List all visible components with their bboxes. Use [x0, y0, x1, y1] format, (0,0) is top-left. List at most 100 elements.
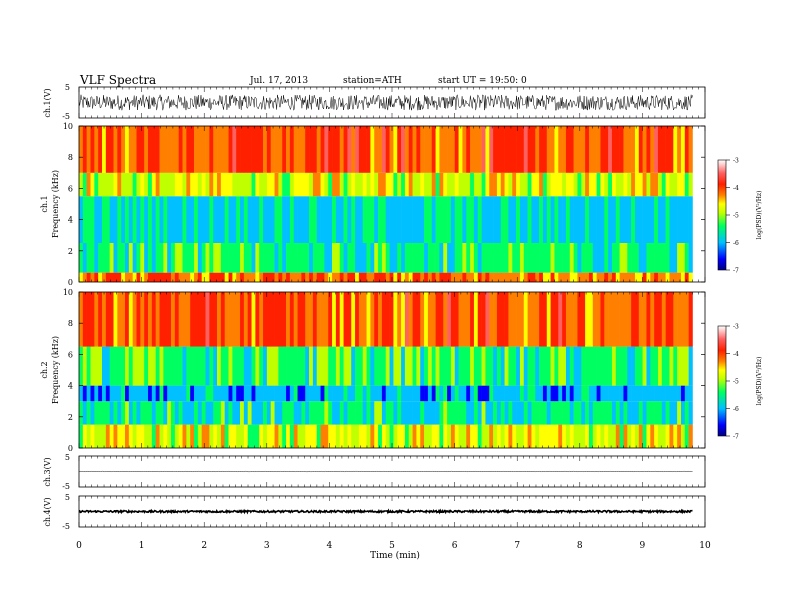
ch2-spectrogram-cell	[90, 385, 95, 402]
ch1-spectrogram-cell	[297, 172, 302, 197]
ch1-spectrogram-cell	[174, 172, 179, 197]
ch1-spectrogram-cell	[473, 126, 479, 173]
ch2-spectrogram-cell	[289, 401, 295, 425]
ch2-spectrogram-cell	[615, 401, 620, 425]
ch2-spectrogram-cell	[462, 424, 467, 448]
ch1-spectrogram-cell	[182, 126, 187, 173]
ch2-spectrogram-cell	[289, 424, 295, 448]
ch1-spectrogram-cell	[171, 243, 176, 273]
ch2-spectrogram-cell	[458, 292, 463, 347]
time-tick-label: 4	[327, 541, 333, 551]
ch1-spectrogram-cell	[186, 172, 191, 197]
ch2-spectrogram-cell	[677, 385, 682, 402]
ch2-spectrogram-cell	[642, 292, 647, 347]
ch2-spectrogram-cell	[569, 424, 574, 448]
ch2-spectrogram-cell	[86, 385, 91, 402]
ch1-spectrogram-cell	[102, 272, 107, 282]
ch1-spectrogram-cell	[558, 196, 563, 243]
ch2-spectrogram-cell	[132, 346, 137, 386]
ch2-spectrogram-cell	[450, 292, 456, 347]
ch1-spectrogram-cell	[680, 196, 686, 243]
ch1-spectrogram-cell	[343, 126, 348, 173]
ch1-spectrogram-cell	[98, 272, 103, 282]
ch1-spectrogram-cell	[339, 243, 344, 273]
ch1-spectrogram-cell	[144, 126, 149, 173]
ch1-spectrogram-cell	[351, 172, 356, 197]
colorbar-tick-label: -5	[733, 213, 739, 220]
ch1-spectrogram-cell	[592, 126, 597, 173]
ch1-spectrogram-cell	[243, 196, 248, 243]
ch1-spectrogram-cell	[105, 172, 110, 197]
ch1-spectrogram-cell	[412, 196, 417, 243]
ch2-spectrogram-cell	[485, 424, 490, 448]
ch1-spectrogram-cell	[113, 272, 118, 282]
ch1-spectrogram-cell	[213, 126, 218, 173]
ch1-spectrogram-cell	[274, 272, 279, 282]
ch3-waveform-panel: 5 -5 ch.3(V)	[43, 453, 706, 491]
ch2-spectrogram-cell	[504, 424, 509, 448]
time-tick-label: 3	[264, 541, 270, 551]
ch2-spectrogram-cell	[305, 346, 310, 386]
ch1-spectrogram-cell	[358, 196, 364, 243]
ch1-spectrogram-cell	[470, 272, 475, 282]
ch1-spectrogram-cell	[312, 172, 318, 197]
ch1-spectrogram-cell	[493, 172, 498, 197]
ch2-spectrogram-cell	[144, 401, 149, 425]
ch2-spectrogram-cell	[197, 346, 202, 386]
ch2-spectrogram-cell	[412, 424, 417, 448]
ch2-spectrogram-cell	[282, 401, 287, 425]
ch2-spectrogram-cell	[642, 346, 647, 386]
ch2-spectrogram-cell	[301, 385, 306, 402]
ch2-spectrogram-cell	[585, 401, 590, 425]
ch2-spectrogram-cell	[427, 292, 433, 347]
ch2-spectrogram-cell	[217, 401, 222, 425]
ch2-spectrogram-cell	[481, 401, 486, 425]
ch1-spectrogram-ytick-label: 2	[68, 247, 73, 256]
ch1-spectrogram-cell	[542, 126, 548, 173]
ch2-spectrogram-cell	[638, 424, 643, 448]
ch1-spectrogram-cell	[113, 243, 118, 273]
ch2-spectrogram-cell	[554, 401, 559, 425]
ch1-spectrogram-cell	[251, 196, 256, 243]
ch1-spectrogram-cell	[393, 126, 398, 173]
ch1-spectrogram-cell	[247, 172, 252, 197]
ch1-spectrogram-cell	[309, 172, 314, 197]
ch1-spectrogram-cell	[420, 172, 425, 197]
ch2-spectrogram-cell	[339, 385, 344, 402]
ch2-spectrogram-cell	[627, 292, 632, 347]
ch1-spectrogram-cell	[573, 172, 578, 197]
ch1-spectrogram-cell	[293, 196, 298, 243]
ch2-spectrogram-cell	[684, 424, 689, 448]
ch2-spectrogram-cell	[128, 424, 133, 448]
ch2-spectrogram-cell	[642, 401, 647, 425]
ch2-spectrogram-cell	[163, 346, 168, 386]
ch1-spectrogram-cell	[343, 196, 348, 243]
ch1-spectrogram-cell	[481, 172, 486, 197]
ch1-spectrogram-cell	[155, 272, 160, 282]
ch2-spectrogram-cell	[163, 292, 168, 347]
ch2-spectrogram-cell	[631, 385, 636, 402]
ch1-spectrogram-cell	[654, 243, 659, 273]
ch2-spectrogram-cell	[263, 292, 268, 347]
ch2-spectrogram-cell	[385, 401, 390, 425]
ch2-spectrogram-cell	[688, 424, 693, 448]
ch2-spectrogram-cell	[424, 292, 429, 347]
ch1-spectrogram-cell	[374, 196, 379, 243]
ch1-spectrogram-cell	[531, 126, 536, 173]
ch2-spectrogram-cell	[201, 346, 206, 386]
ch2-spectrogram-cell	[657, 424, 663, 448]
ch1-spectrogram-cell	[412, 172, 417, 197]
ch1-spectrogram-cell	[431, 172, 436, 197]
ch2-spectrogram-cell	[424, 424, 429, 448]
time-tick-label: 1	[139, 541, 145, 551]
ch2-spectrogram-cell	[102, 424, 107, 448]
ch2-spectrogram-cell	[217, 424, 222, 448]
ch2-spectrogram-cell	[462, 385, 467, 402]
ch1-spectrogram-cell	[186, 272, 191, 282]
ch1-spectrogram-cell	[558, 172, 563, 197]
ch1-spectrogram-cell	[385, 172, 390, 197]
ch2-spectrogram-cell	[519, 401, 525, 425]
ch2-spectrogram-cell	[508, 424, 513, 448]
ch2-spectrogram-cell	[577, 346, 582, 386]
ch1-spectrogram-cell	[82, 243, 87, 273]
